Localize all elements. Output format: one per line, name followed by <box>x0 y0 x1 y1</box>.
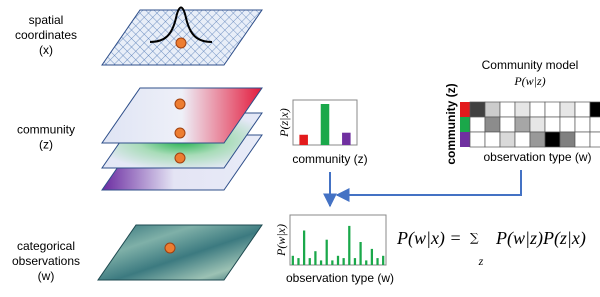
location-dot <box>175 37 187 49</box>
equation-index: z <box>478 254 484 268</box>
equation-rhs: P(w|z)P(z|x) <box>495 228 586 249</box>
cell <box>544 131 561 148</box>
equation-sum: ∑ <box>470 231 479 245</box>
cell <box>544 101 561 118</box>
cell <box>469 116 486 133</box>
equation-lhs: P(w|x) = <box>396 228 462 249</box>
cell <box>484 116 501 133</box>
cell <box>499 101 516 118</box>
cell <box>514 131 531 148</box>
y-axis-label: P(z|x) <box>277 108 291 138</box>
cell <box>499 131 516 148</box>
cell <box>529 101 546 118</box>
model-subtitle: P(w|z) <box>513 74 545 88</box>
gaussian <box>149 6 213 43</box>
bar <box>359 242 362 265</box>
bar <box>302 230 306 265</box>
x-axis-label: community (z) <box>292 152 367 166</box>
x-axis-label: observation type (w) <box>286 271 394 285</box>
row-swatch <box>460 132 470 147</box>
cell <box>529 116 546 133</box>
spatial-plane <box>101 9 263 66</box>
side-label: community <box>17 123 75 137</box>
side-label: (z) <box>39 138 53 152</box>
side-label: (w) <box>38 269 55 283</box>
bar <box>320 104 330 145</box>
bar <box>325 239 328 265</box>
observation-plane <box>97 224 263 281</box>
bar <box>365 260 368 265</box>
bar <box>291 255 294 265</box>
bar <box>314 251 317 265</box>
arrow <box>335 170 522 202</box>
x-axis-label: observation type (w) <box>483 150 591 164</box>
row-swatch <box>460 102 470 117</box>
location-dot <box>174 127 186 139</box>
cell <box>559 116 576 133</box>
bar <box>331 260 334 265</box>
cell <box>529 131 546 148</box>
bar <box>353 258 357 265</box>
community-plane <box>101 87 263 144</box>
y-axis-label: community (z) <box>444 83 458 164</box>
bar <box>342 132 351 145</box>
cell <box>514 116 531 133</box>
cell <box>469 131 486 148</box>
bar <box>336 255 340 265</box>
row-swatch <box>460 117 470 132</box>
cell <box>589 131 600 148</box>
cell <box>484 101 501 118</box>
side-label: observations <box>12 254 80 268</box>
bar <box>308 258 311 265</box>
cell <box>544 116 561 133</box>
bar <box>297 258 300 265</box>
cell <box>574 101 591 118</box>
bar <box>348 225 351 265</box>
side-label: spatial <box>29 13 64 27</box>
side-label: (x) <box>39 43 53 57</box>
cell <box>559 131 576 148</box>
bar <box>382 255 385 265</box>
side-label: categorical <box>17 239 75 253</box>
bar <box>376 258 379 265</box>
cell <box>559 101 576 118</box>
location-dot <box>174 152 186 164</box>
cell <box>514 101 531 118</box>
cell <box>574 131 591 148</box>
location-dot <box>164 242 176 254</box>
bar <box>299 134 308 145</box>
bar <box>370 248 374 265</box>
model-title: Community model <box>482 58 579 72</box>
cell <box>574 116 591 133</box>
bar <box>342 258 345 265</box>
location-dot <box>174 98 186 110</box>
cell <box>589 116 600 133</box>
cell <box>499 116 516 133</box>
side-label: coordinates <box>15 28 77 42</box>
cell <box>589 101 600 118</box>
bar <box>319 260 323 265</box>
y-axis-label: P(w|x) <box>274 224 288 257</box>
cell <box>484 131 501 148</box>
cell <box>469 101 486 118</box>
